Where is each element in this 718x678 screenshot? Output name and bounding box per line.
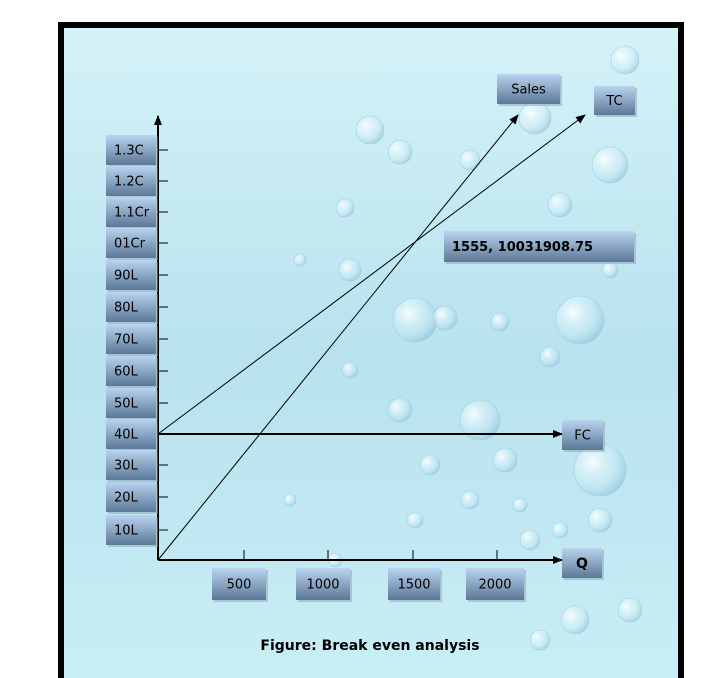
bubble [392, 297, 438, 343]
bubble [341, 361, 359, 379]
y-label: 30L [114, 459, 139, 474]
break-even-point-box [444, 231, 634, 262]
bubble [529, 629, 551, 651]
bubble [419, 454, 441, 476]
bubble [512, 497, 528, 513]
caption: Figure: Break even analysis [260, 638, 479, 654]
y-label-box [106, 228, 156, 258]
y-label: 90L [114, 269, 139, 284]
bubble [610, 45, 640, 75]
tc-label-box [594, 86, 635, 115]
bubble [518, 101, 552, 135]
bubble [283, 493, 297, 507]
x-label-box [212, 568, 266, 600]
x-label: 1000 [306, 578, 339, 593]
x-label: 500 [227, 578, 252, 593]
y-label: 01Cr [114, 237, 146, 252]
y-label-box [106, 450, 156, 480]
y-label: 80L [114, 301, 139, 316]
bubble [387, 397, 413, 423]
fc-label-box [562, 420, 603, 450]
tc-line [157, 114, 586, 435]
x-label: 1500 [397, 578, 430, 593]
x-title-box [562, 548, 602, 578]
x-label-box [296, 568, 350, 600]
decor [283, 45, 643, 651]
y-label: 70L [114, 333, 139, 348]
sales-label-box [497, 74, 560, 104]
y-label-box [106, 419, 156, 449]
fc-label: FC [574, 429, 591, 444]
bubble [459, 149, 481, 171]
y-label: 10L [114, 524, 139, 539]
x-title: Q [576, 556, 588, 572]
y-label: 40L [114, 428, 139, 443]
bubble [387, 139, 413, 165]
y-label-box [106, 292, 156, 322]
bubble [338, 258, 362, 282]
bubble [335, 198, 355, 218]
bubble [490, 312, 510, 332]
y-label: 1.1Cr [114, 206, 150, 221]
bubble [293, 253, 307, 267]
y-label-box [106, 324, 156, 354]
bubble [591, 146, 629, 184]
bubble [460, 490, 480, 510]
y-label-box [106, 197, 156, 227]
bubble [551, 521, 569, 539]
x-label: 2000 [478, 578, 511, 593]
bubble [355, 115, 385, 145]
bubble [547, 192, 573, 218]
x-label-box [466, 568, 524, 600]
bubble [539, 346, 561, 368]
y-label-box [106, 260, 156, 290]
y-label: 1.2C [114, 175, 144, 190]
bubble [519, 529, 541, 551]
bubble [617, 597, 643, 623]
y-label-box [106, 482, 156, 512]
x-label-box [388, 568, 440, 600]
y-label: 1.3C [114, 144, 144, 159]
bubble [492, 447, 518, 473]
labels: 1.3C 1.2C 1.1Cr 01Cr 90L 80L 70L 60L 50L 40L 30L 20… [106, 74, 637, 602]
bubble [587, 507, 613, 533]
y-label-box [106, 515, 156, 545]
bubble [432, 305, 458, 331]
bubble [560, 605, 590, 635]
y-label-box [106, 356, 156, 386]
y-label-box [106, 166, 156, 196]
bubble [601, 261, 619, 279]
y-label: 60L [114, 365, 139, 380]
y-label-box [106, 135, 156, 165]
bubble [459, 399, 501, 441]
y-label: 20L [114, 491, 139, 506]
bubble [406, 511, 424, 529]
y-label: 50L [114, 397, 139, 412]
y-label-box [106, 388, 156, 418]
sales-line [157, 114, 519, 561]
bubble [555, 295, 605, 345]
sales-label: Sales [511, 83, 546, 98]
break-even-point: 1555, 10031908.75 [452, 240, 593, 255]
tc-label: TC [605, 94, 622, 109]
